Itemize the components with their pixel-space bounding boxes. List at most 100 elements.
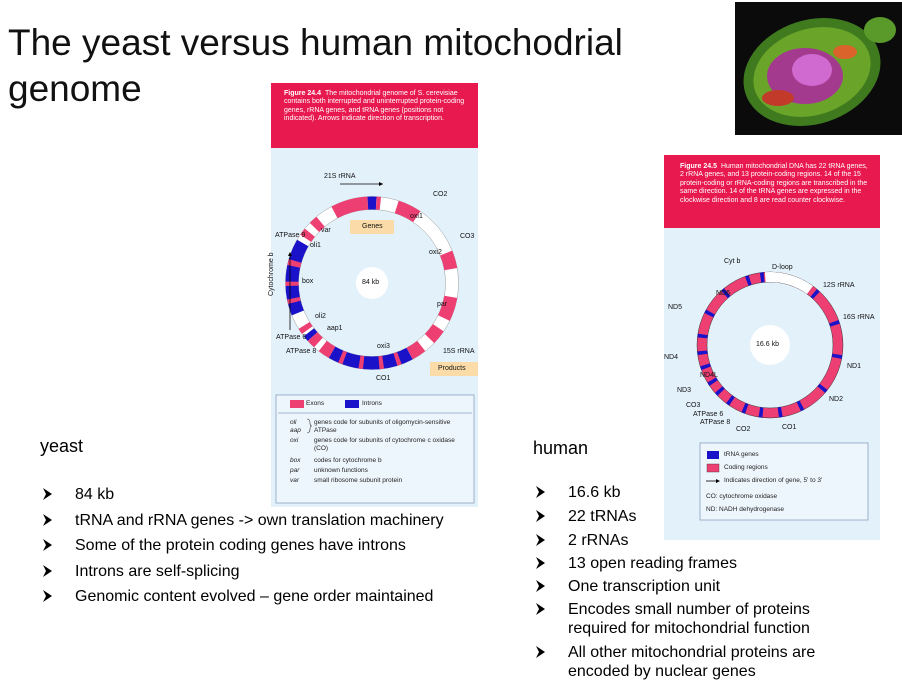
ring-segment: [810, 289, 820, 299]
diagram-label: 84 kb: [362, 279, 380, 286]
figure-caption: Figure 24.5 Human mitochondrial DNA has 2…: [680, 163, 872, 205]
diagram-label: CO3: [686, 402, 701, 409]
diagram-label: CO2: [736, 426, 751, 433]
bullet-text: 13 open reading frames: [568, 555, 737, 572]
diagram-label: CO2: [433, 191, 448, 198]
ring-segment: [700, 363, 711, 370]
diagram-label: CO1: [376, 375, 391, 382]
diagram-label: box: [302, 278, 314, 285]
bullet-marker: [43, 590, 52, 602]
legend-note: ND: NADH dehydrogenase: [706, 506, 785, 513]
legend-text: genes code for subunits of oligomycin-se…: [314, 419, 451, 434]
ring-segment: [287, 296, 301, 304]
diagram-label: par: [437, 301, 448, 308]
ring-segment: [285, 239, 309, 316]
legend-code: var: [290, 477, 300, 484]
bullet-marker: [43, 565, 52, 577]
bullet-marker: [536, 534, 545, 546]
legend-text: genes code for subunits of cytochrome c …: [314, 437, 455, 452]
diagram-label: Products: [438, 365, 466, 372]
diagram-label: Cytochrome b: [268, 252, 275, 296]
bullet-markers: [43, 486, 545, 658]
ring-segment: [303, 328, 318, 341]
ring-segment: [318, 340, 336, 358]
ring-segment: [338, 350, 347, 365]
bullet-marker: [43, 488, 52, 500]
bullet-text: Introns are self-splicing: [75, 563, 240, 580]
legend-key: tRNA genes: [724, 451, 759, 458]
legend-text: codes for cytochrome b: [314, 457, 382, 464]
legend-code: aap: [290, 427, 301, 434]
legend-code: par: [290, 467, 300, 474]
ring-segment: [721, 288, 731, 299]
gene-ring: [285, 196, 458, 370]
ring-segment: [437, 295, 458, 321]
diagram-label: ND3: [677, 387, 692, 394]
ring-segment: [796, 400, 805, 412]
diagram-label: ATPase 6: [693, 411, 724, 418]
diagram-label: oli1: [310, 242, 321, 249]
bullet-text: 84 kb: [75, 486, 115, 503]
diagram-label: ND2: [829, 396, 844, 403]
legend-code: oli: [290, 419, 297, 426]
bullet-marker: [536, 486, 545, 498]
bullet-marker: [536, 646, 545, 658]
ring-segment: [328, 346, 413, 370]
diagram-label: ND5: [668, 304, 683, 311]
diagram-label: ND4: [664, 354, 679, 361]
ring-segment: [829, 320, 840, 327]
diagram-label: ATPase 8: [700, 419, 731, 426]
caption-text: The mitochondrial genome of S. cerevisia…: [284, 90, 465, 123]
legend-code: box: [290, 457, 301, 464]
ring-segment: [440, 250, 458, 271]
diagram-label: ATPase 6: [276, 334, 307, 341]
gene-ring: [697, 272, 843, 418]
section-heading: human: [533, 438, 589, 458]
ring-segment: [817, 383, 828, 393]
ring-segment: [704, 309, 715, 318]
ring-segment: [309, 216, 325, 232]
ring-segment: [287, 259, 302, 268]
ring-segment: [764, 272, 813, 295]
ring-segment: [331, 196, 369, 219]
legend-note: CO: cytochrome oxidase: [706, 493, 778, 500]
diagram-label: 15S rRNA: [443, 348, 475, 355]
caption-text: Human mitochondrial DNA has 22 tRNA gene…: [680, 163, 868, 204]
bullet-marker: [536, 603, 545, 615]
bullet-marker: [536, 510, 545, 522]
bullet-text: All other mitochondrial proteins are enc…: [568, 644, 816, 680]
figure-human: [664, 155, 880, 540]
diagram-label: ND4L: [700, 372, 718, 379]
ring-segment: [707, 377, 718, 386]
bullet-marker: [536, 580, 545, 592]
bullet-marker: [43, 539, 52, 551]
ring-segment: [714, 386, 725, 396]
ring-segment: [777, 407, 783, 418]
legend-code: oxi: [290, 437, 299, 444]
diagram-label: ND6: [716, 290, 731, 297]
legend-text: small ribosome subunit protein: [314, 477, 403, 484]
ring-segment: [741, 402, 749, 414]
bullet-marker: [43, 514, 52, 526]
bullet-text: Encodes small number of proteins require…: [568, 601, 810, 637]
diagram-label: ATPase 8: [286, 348, 317, 355]
diagram-label: oli2: [315, 313, 326, 320]
slide-title: The yeast versus human mitochodrial geno…: [8, 22, 623, 109]
figure-number: Figure 24.4: [284, 90, 321, 97]
diagram-label: ND1: [847, 363, 862, 370]
figure-yeast: [271, 83, 478, 507]
legend-text: unknown functions: [314, 467, 368, 474]
bullet-marker: [536, 557, 545, 569]
diagram-label: var: [321, 227, 331, 234]
diagram-label: 16S rRNA: [843, 314, 875, 321]
ring-segment: [726, 395, 735, 406]
ring-segment: [424, 323, 444, 344]
diagram-label: ATPase 9: [275, 232, 306, 239]
diagram-label: 12S rRNA: [823, 282, 855, 289]
bullet-text: One transcription unit: [568, 578, 721, 595]
diagram-label: aap1: [327, 325, 343, 332]
bullet-text: Genomic content evolved – gene order mai…: [75, 588, 434, 605]
diagram-label: oxi2: [429, 249, 442, 256]
legend-key: Introns: [362, 400, 382, 407]
